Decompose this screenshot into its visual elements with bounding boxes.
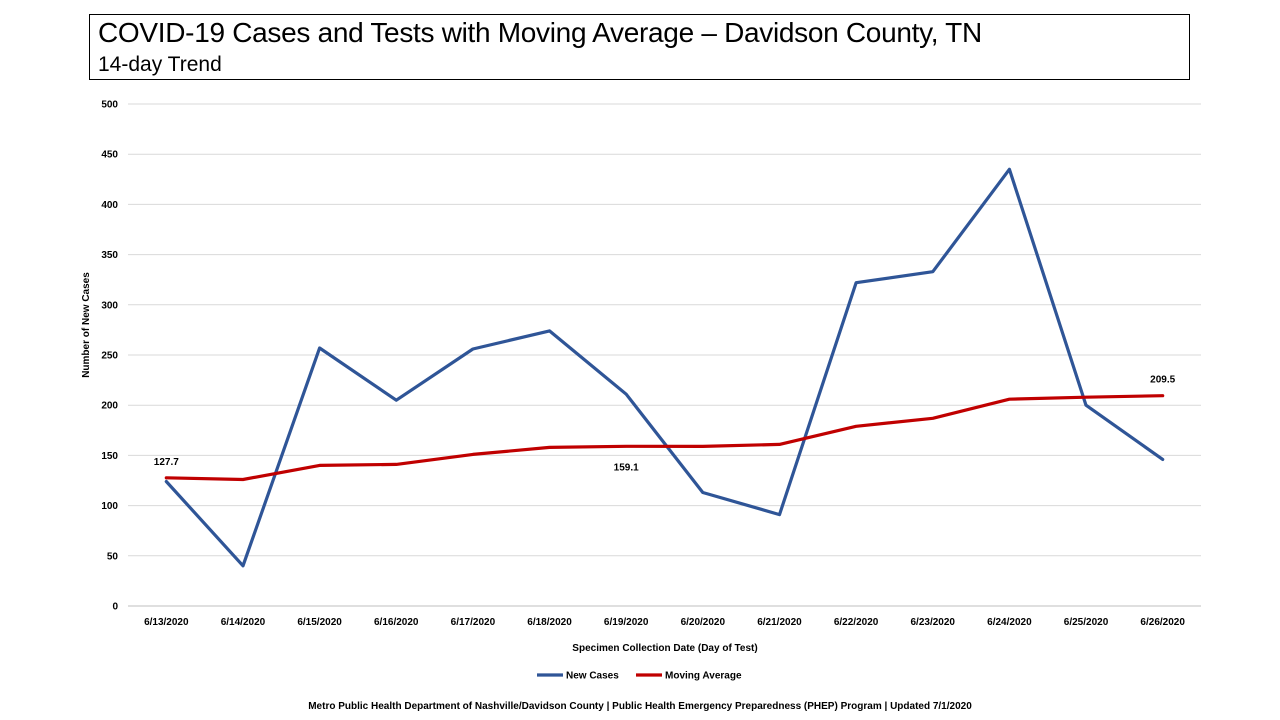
data-label: 159.1 bbox=[614, 462, 639, 473]
series-line-new-cases bbox=[164, 167, 1165, 568]
x-tick-label: 6/14/2020 bbox=[221, 617, 266, 628]
x-tick-label: 6/25/2020 bbox=[1064, 617, 1109, 628]
x-tick-label: 6/26/2020 bbox=[1140, 617, 1185, 628]
y-axis-ticks: 0 50 100 150 200 250 300 350 400 450 500 bbox=[101, 100, 118, 613]
x-tick-label: 6/18/2020 bbox=[527, 617, 572, 628]
x-tick-label: 6/21/2020 bbox=[757, 617, 802, 628]
y-tick-label: 100 bbox=[101, 501, 118, 512]
legend-label: New Cases bbox=[566, 671, 619, 682]
x-tick-label: 6/13/2020 bbox=[144, 617, 189, 628]
line-chart: 0 50 100 150 200 250 300 350 400 450 500 6/13/2020… bbox=[81, 100, 1201, 682]
y-tick-label: 200 bbox=[101, 401, 118, 412]
data-label: 127.7 bbox=[154, 457, 179, 468]
y-tick-label: 400 bbox=[101, 200, 118, 211]
title-box: COVID-19 Cases and Tests with Moving Ave… bbox=[89, 14, 1190, 80]
series-lines bbox=[164, 167, 1165, 568]
x-tick-label: 6/24/2020 bbox=[987, 617, 1032, 628]
y-tick-label: 50 bbox=[107, 551, 119, 562]
y-tick-label: 0 bbox=[112, 602, 118, 613]
y-axis-title: Number of New Cases bbox=[81, 272, 92, 378]
x-tick-label: 6/23/2020 bbox=[911, 617, 956, 628]
x-tick-label: 6/22/2020 bbox=[834, 617, 879, 628]
x-tick-label: 6/15/2020 bbox=[297, 617, 342, 628]
x-axis-title: Specimen Collection Date (Day of Test) bbox=[572, 643, 757, 654]
y-tick-label: 500 bbox=[101, 100, 118, 111]
series-line-moving-average bbox=[164, 394, 1165, 482]
gridlines bbox=[128, 103, 1201, 607]
data-label: 209.5 bbox=[1150, 375, 1175, 386]
chart-subtitle: 14-day Trend bbox=[98, 53, 222, 76]
y-tick-label: 300 bbox=[101, 300, 118, 311]
x-tick-label: 6/17/2020 bbox=[451, 617, 496, 628]
y-tick-label: 150 bbox=[101, 451, 118, 462]
y-tick-label: 450 bbox=[101, 150, 118, 161]
x-tick-label: 6/19/2020 bbox=[604, 617, 649, 628]
legend: New Cases Moving Average bbox=[537, 671, 742, 682]
chart-title: COVID-19 Cases and Tests with Moving Ave… bbox=[98, 17, 982, 48]
legend-label: Moving Average bbox=[665, 671, 742, 682]
data-labels: 127.7 159.1 209.5 bbox=[154, 375, 1176, 474]
x-tick-label: 6/20/2020 bbox=[681, 617, 726, 628]
x-axis-ticks: 6/13/2020 6/14/2020 6/15/2020 6/16/2020 6/17… bbox=[144, 617, 1185, 628]
footer-text: Metro Public Health Department of Nashvi… bbox=[308, 701, 972, 712]
y-tick-label: 250 bbox=[101, 351, 118, 362]
x-tick-label: 6/16/2020 bbox=[374, 617, 419, 628]
y-tick-label: 350 bbox=[101, 250, 118, 261]
